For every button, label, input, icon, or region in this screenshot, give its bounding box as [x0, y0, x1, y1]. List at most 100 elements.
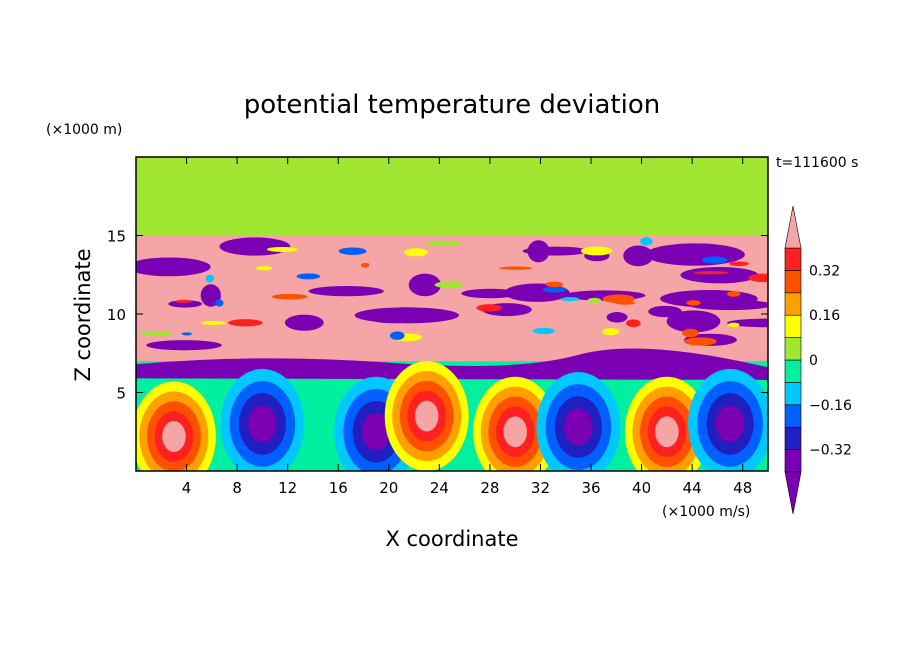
colorbar-swatch	[784, 426, 802, 450]
field-patch	[666, 310, 721, 333]
field-patch	[503, 416, 527, 448]
field-patch	[687, 299, 768, 311]
x-tick-label: 28	[480, 479, 499, 497]
field-patch	[308, 286, 384, 297]
field-patch	[360, 262, 370, 268]
colorbar-label: 0.16	[809, 308, 840, 324]
colorbar-extend-top	[784, 205, 802, 249]
field-patch	[266, 246, 298, 252]
colorbar-swatch	[784, 337, 802, 361]
y-tick-label: 15	[107, 228, 126, 246]
colorbar-swatch	[784, 314, 802, 338]
colorbar: 0.32 0.16 0 −0.16 −0.32	[784, 205, 852, 515]
colorbar-swatch	[784, 404, 802, 428]
colorbar-extend-bottom	[784, 471, 802, 515]
field-patch	[645, 243, 745, 266]
field-patch	[499, 266, 533, 270]
field-patch	[338, 247, 367, 255]
field-patch	[390, 331, 405, 340]
field-patch	[284, 314, 324, 331]
colorbar-swatch	[784, 292, 802, 316]
field-patch	[680, 266, 759, 284]
field-patch	[701, 256, 728, 264]
field-patch	[136, 348, 768, 380]
field-patch	[215, 299, 224, 307]
field-patch	[408, 273, 442, 297]
colorbar-swatch	[784, 382, 802, 406]
field-patch	[219, 237, 291, 256]
x-tick-label: 16	[329, 479, 348, 497]
field-structures	[136, 165, 768, 471]
field-patch	[136, 257, 211, 277]
field-patch	[727, 291, 741, 297]
field-patch	[640, 237, 653, 246]
colorbar-label: −0.16	[809, 398, 852, 414]
y-axis-ticks: 5 10 15	[107, 228, 768, 403]
field-patch	[532, 327, 555, 335]
field-patch	[671, 165, 767, 192]
x-tick-label: 36	[581, 479, 600, 497]
field-patch	[361, 413, 391, 451]
x-tick-label: 40	[632, 479, 651, 497]
field-patch	[715, 405, 745, 443]
x-tick-label: 20	[379, 479, 398, 497]
field-patch	[606, 312, 628, 323]
x-tick-label: 48	[733, 479, 752, 497]
field-patch	[686, 300, 701, 306]
field-patch	[682, 328, 699, 338]
y-tick-label: 5	[116, 385, 126, 403]
field-patch	[434, 281, 463, 289]
colorbar-swatch	[784, 247, 802, 271]
field-patch	[623, 245, 654, 267]
x-tick-label: 24	[430, 479, 449, 497]
field-patch	[560, 297, 580, 302]
y-tick-label: 10	[107, 306, 126, 324]
field-patch	[228, 319, 263, 327]
x-axis-label: X coordinate	[385, 527, 518, 551]
field-patch	[139, 331, 174, 336]
x-unit-label: (×1000 m/s)	[662, 504, 750, 520]
colorbar-swatch	[784, 359, 802, 383]
field-patch	[271, 293, 308, 300]
field-patch	[365, 309, 419, 324]
field-patch	[496, 189, 659, 216]
field-patch	[296, 273, 321, 280]
field-patch	[727, 322, 740, 328]
x-tick-label: 8	[232, 479, 242, 497]
y-unit-label: (×1000 m)	[46, 122, 122, 138]
field-patch	[564, 408, 593, 446]
field-patch	[256, 266, 273, 271]
field-patch	[248, 405, 277, 443]
field-patch	[602, 294, 635, 304]
field-patch	[426, 240, 462, 246]
colorbar-swatch	[784, 270, 802, 294]
time-label: t=111600 s	[776, 155, 858, 171]
field-patch	[684, 337, 717, 346]
field-patch	[404, 248, 428, 257]
chart-title: potential temperature deviation	[244, 90, 660, 120]
colorbar-label: −0.32	[809, 443, 852, 459]
x-tick-label: 44	[683, 479, 702, 497]
field-patch	[580, 246, 613, 256]
field-patch	[175, 299, 192, 303]
field-patch	[626, 319, 641, 328]
field-patch	[146, 340, 222, 351]
field-patch	[181, 332, 192, 336]
field-patch	[205, 274, 215, 283]
field-patch	[587, 297, 602, 303]
field-patch	[476, 304, 502, 312]
x-tick-label: 32	[531, 479, 550, 497]
field-patch	[414, 400, 439, 432]
colorbar-label: 0	[809, 353, 818, 369]
field-patch	[655, 416, 679, 448]
field-patch	[729, 261, 749, 266]
field-patch	[527, 240, 550, 263]
plot-field	[136, 157, 768, 471]
colorbar-swatch	[784, 449, 802, 473]
field-patch	[545, 281, 564, 288]
colorbar-label: 0.32	[809, 263, 840, 279]
y-axis-label: Z coordinate	[71, 248, 95, 381]
x-tick-label: 4	[182, 479, 192, 497]
field-patch	[200, 320, 226, 325]
